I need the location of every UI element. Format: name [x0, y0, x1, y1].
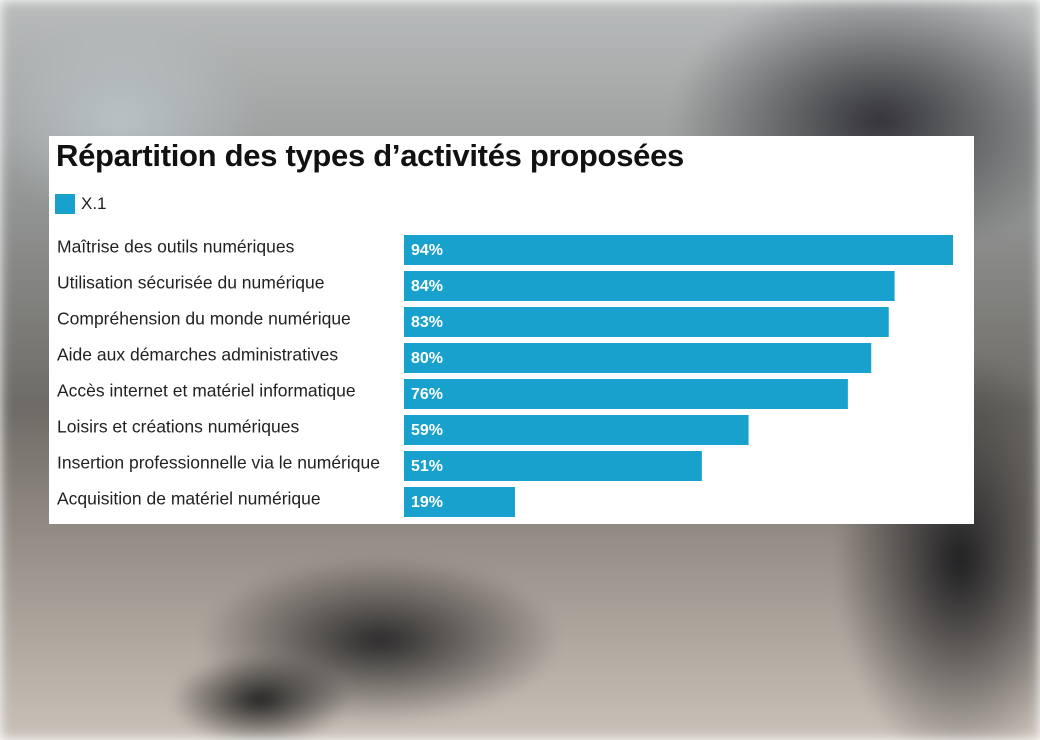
bar: [404, 487, 515, 517]
chart-card: Répartition des types d’activités propos…: [49, 136, 974, 524]
value-label: 94%: [411, 242, 443, 259]
value-label: 59%: [411, 422, 443, 439]
category-label: Accès internet et matériel informatique: [57, 381, 356, 401]
value-label: 76%: [411, 386, 443, 403]
bar: [404, 451, 702, 481]
category-label: Loisirs et créations numériques: [57, 417, 299, 437]
bar: [404, 271, 895, 301]
category-label: Utilisation sécurisée du numérique: [57, 273, 325, 293]
bar: [404, 379, 848, 409]
value-label: 51%: [411, 458, 443, 475]
chart-title: Répartition des types d’activités propos…: [56, 138, 684, 173]
bar-chart: Maîtrise des outils numériques 94% Utilisa…: [57, 235, 953, 517]
category-label: Insertion professionnelle via le numériq…: [57, 453, 380, 473]
category-label: Compréhension du monde numérique: [57, 309, 351, 329]
value-label: 84%: [411, 278, 443, 295]
bar: [404, 307, 889, 337]
category-label: Aide aux démarches administratives: [57, 345, 338, 365]
bar: [404, 343, 872, 373]
value-label: 83%: [411, 314, 443, 331]
legend: X.1: [55, 194, 107, 214]
bar: [404, 235, 953, 265]
category-label: Maîtrise des outils numériques: [57, 237, 295, 257]
bar: [404, 415, 749, 445]
legend-swatch: [55, 194, 75, 214]
category-label: Acquisition de matériel numérique: [57, 489, 321, 509]
value-label: 19%: [411, 494, 443, 511]
value-label: 80%: [411, 350, 443, 367]
legend-label: X.1: [81, 194, 107, 213]
